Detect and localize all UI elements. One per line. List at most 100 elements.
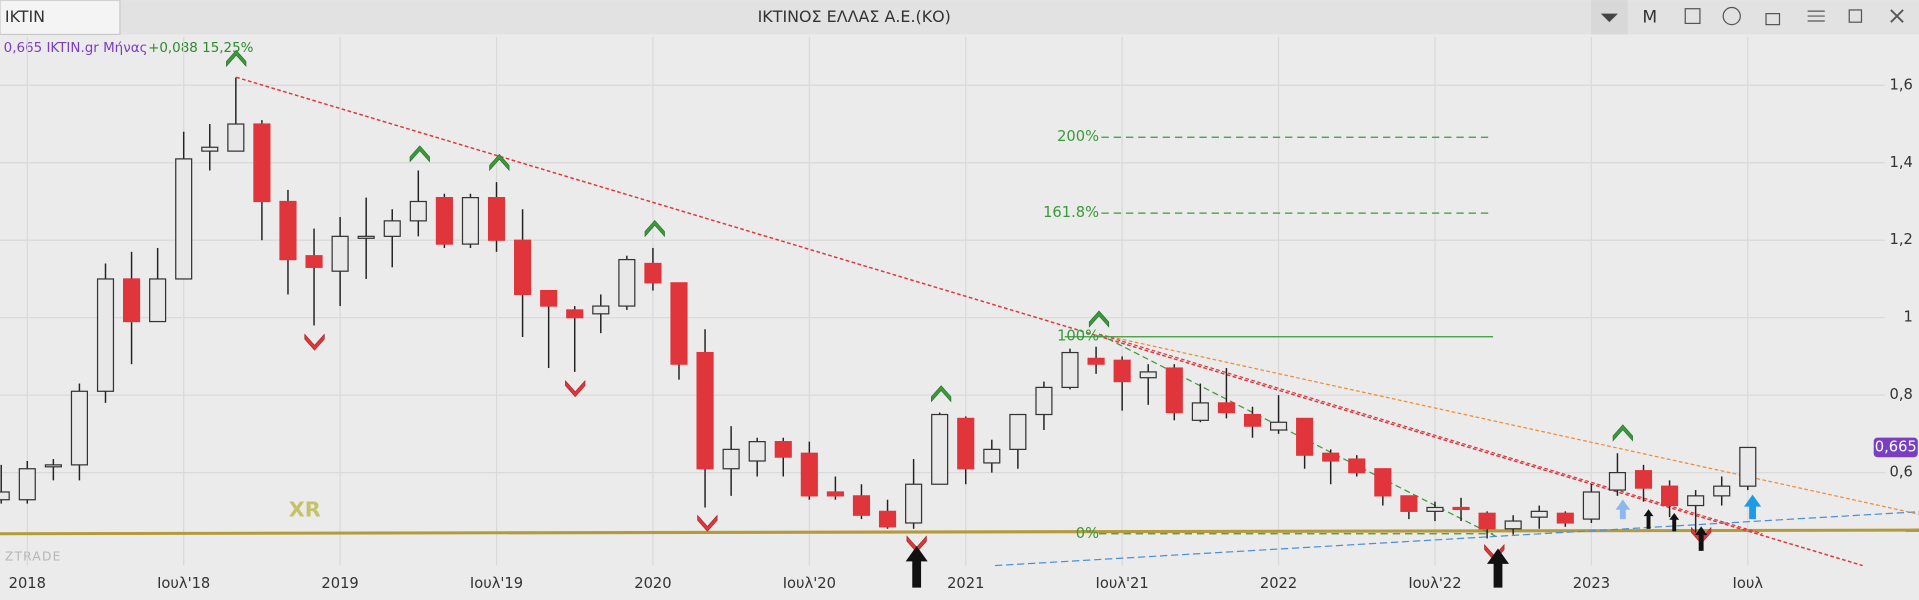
candle-body (670, 282, 688, 365)
candle-body (0, 491, 10, 501)
candle-body (1322, 452, 1340, 462)
x-tick-label: Ιουλ (1733, 575, 1764, 592)
symbol-box[interactable] (0, 0, 121, 36)
candle-body (1582, 491, 1600, 520)
candle-body (1374, 468, 1392, 497)
candle-body (435, 197, 453, 245)
close-icon[interactable] (1890, 9, 1904, 23)
y-tick-label: 1,2 (1890, 231, 1913, 248)
icon[interactable] (1684, 8, 1701, 25)
candle-body (852, 495, 871, 516)
candle-body (1009, 413, 1027, 450)
signal-marker (304, 333, 325, 351)
candle-body (826, 491, 844, 497)
candle-body (1634, 470, 1653, 489)
candle-body (383, 220, 401, 237)
candle-body (70, 390, 88, 466)
trend-line (1098, 333, 1496, 537)
candle-body (1530, 510, 1548, 518)
candle-body (253, 123, 271, 203)
x-tick-label: 2023 (1573, 575, 1610, 592)
info: 0,665 IKTIN.gr Μήνας (4, 40, 148, 56)
icon[interactable] (1848, 9, 1863, 23)
candle-body (149, 278, 167, 323)
fib-label: 100% (1057, 328, 1099, 345)
signal-marker (409, 145, 430, 163)
candle-body (1113, 359, 1131, 383)
candle-body (18, 468, 36, 501)
arrow-marker (1669, 512, 1680, 532)
x-tick-label: Ιουλ'18 (157, 575, 210, 592)
symbol: IKTIN (5, 7, 45, 26)
candle-body (1217, 402, 1235, 414)
change: +0,088 15,25% (148, 41, 254, 56)
plot: 0,6 0,8 1 1,2 1,4 1,6 2018 Ιουλ'18 2019 Ιουλ'19 20… (0, 36, 1919, 592)
y-tick-label: 1 (1904, 309, 1913, 326)
fib-label: 0% (1076, 525, 1099, 542)
trend-line (0, 528, 1919, 536)
x-tick-label: Ιουλ'22 (1408, 575, 1461, 592)
icon[interactable] (1722, 6, 1741, 26)
candle-body (1426, 506, 1444, 512)
candle-body (1556, 512, 1574, 524)
arrow-marker (1643, 509, 1654, 529)
xr-label: XR (289, 498, 321, 522)
x-tick-label: Ιουλ'20 (783, 575, 836, 592)
x-tick-label: 2019 (321, 575, 358, 592)
fib-label: 200% (1057, 128, 1099, 145)
candle-body (774, 441, 792, 458)
icon[interactable] (1807, 10, 1825, 22)
candle-body (1400, 495, 1418, 512)
candle-body (878, 510, 897, 528)
signal-marker (931, 385, 952, 403)
y-tick-label: 1,6 (1890, 76, 1913, 93)
candle-body (983, 448, 1001, 464)
candle-body (1243, 413, 1262, 427)
candle-body (618, 258, 636, 307)
candle-body (1739, 446, 1757, 487)
candle-body (96, 278, 115, 392)
candle-body (1139, 371, 1157, 379)
arrow-marker (1615, 499, 1631, 520)
candle-body (122, 278, 141, 323)
arrow-marker (1743, 494, 1762, 520)
chart-title: ΙΚΤΙΝΟΣ ΕΛΛΑΣ Α.Ε.(ΚΟ) (758, 7, 951, 26)
watermark: ZTRADE (5, 550, 62, 564)
icon[interactable] (1765, 13, 1781, 26)
candle-body (931, 413, 949, 485)
signal-marker (1612, 424, 1633, 442)
menu-m[interactable]: M (1642, 7, 1657, 27)
candle-body (201, 146, 219, 152)
candles (0, 77, 1757, 539)
trend-line (994, 511, 1919, 567)
candle-body (957, 417, 975, 470)
candle-body (696, 351, 714, 470)
candle-body (722, 448, 740, 470)
candle-body (1478, 512, 1496, 530)
candle-body (514, 239, 532, 296)
signal-marker (489, 153, 510, 172)
candle-body (1452, 506, 1470, 511)
candle-body (331, 235, 349, 272)
candle-body (748, 441, 766, 462)
candle-body (357, 235, 375, 239)
y-tick-label: 1,4 (1890, 154, 1913, 171)
arrow-marker (1695, 526, 1708, 551)
candle-body (540, 289, 558, 307)
signal-marker (1088, 310, 1110, 328)
candle-body (1661, 485, 1679, 507)
candle-body (227, 123, 245, 152)
y-tick-label: 0,6 (1890, 464, 1913, 481)
candle-body (1296, 417, 1314, 456)
x-tick-label: 2018 (9, 575, 46, 592)
x-tick-label: 2021 (947, 575, 984, 592)
candle-body (566, 309, 584, 319)
y-tick-label: 0,8 (1890, 386, 1913, 403)
candle-body (1504, 520, 1522, 530)
signal-marker (644, 219, 665, 238)
candle-body (175, 158, 193, 280)
signal-marker (697, 514, 718, 532)
candle-body (1061, 351, 1079, 389)
candle-body (592, 305, 610, 315)
